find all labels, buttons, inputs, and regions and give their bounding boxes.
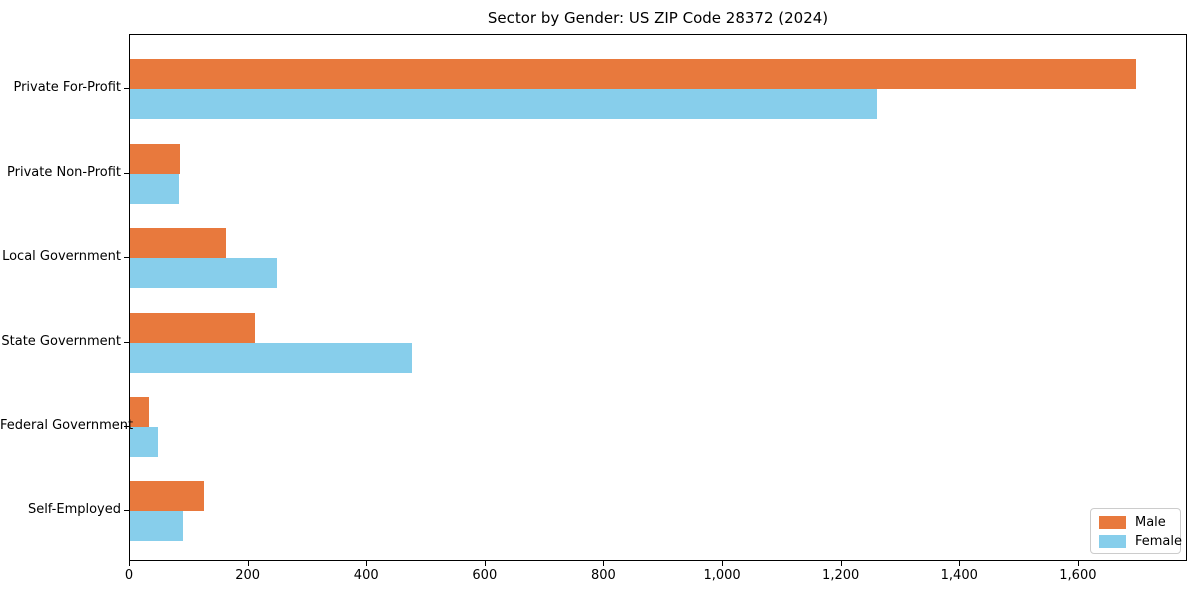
chart-title: Sector by Gender: US ZIP Code 28372 (202… [487,9,829,27]
x-tick-label-0: 0 [124,568,134,583]
legend-swatch-female [1099,535,1126,548]
bar-male-private-for-profit [130,59,1136,90]
bar-female-federal-government [130,427,159,457]
bar-male-private-non-profit [130,143,180,174]
y-tick-label-private-non-profit: Private Non-Profit [7,164,121,180]
legend-swatch-male [1099,516,1126,529]
legend-label-male: Male [1135,515,1166,530]
x-tick-label-200: 200 [235,568,261,583]
legend-label-female: Female [1135,534,1183,549]
x-tick-mark [484,561,486,566]
y-tick-label-federal-government: Federal Government [0,418,134,433]
x-tick-label-600: 600 [472,568,498,583]
x-tick-mark [366,561,368,566]
y-tick-mark [124,172,129,174]
bar-female-private-non-profit [130,173,179,204]
x-tick-label-1-200: 1,200 [822,568,860,583]
y-tick-label-private-for-profit: Private For-Profit [13,80,121,96]
bar-female-self-employed [130,511,183,542]
y-tick-mark [124,510,129,512]
bar-female-local-government [130,258,278,289]
y-tick-label-self-employed: Self-Employed [27,502,121,518]
bar-female-private-for-profit [130,89,877,120]
y-tick-label-state-government: State Government [1,333,121,349]
y-tick-mark [124,88,129,90]
x-tick-mark [722,561,724,566]
y-tick-label-local-government: Local Government [2,249,121,265]
x-tick-mark [247,561,249,566]
x-tick-label-800: 800 [591,568,616,583]
y-tick-mark [124,341,129,343]
bar-male-local-government [130,228,227,259]
x-tick-mark [959,561,961,566]
y-tick-mark [124,257,129,259]
x-tick-mark [603,561,605,566]
x-tick-mark [840,561,842,566]
x-tick-label-1-400: 1,400 [940,568,978,583]
legend: Male Female [1090,508,1183,554]
plot-area [129,34,1187,561]
bar-male-federal-government [130,397,149,427]
bar-female-state-government [130,342,412,373]
x-tick-mark [129,561,130,566]
x-tick-label-400: 400 [353,568,379,583]
bar-male-self-employed [130,481,204,512]
x-tick-label-1-600: 1,600 [1059,568,1097,583]
x-tick-mark [1077,561,1079,566]
legend-entry-female: Female [1099,532,1183,551]
x-tick-label-1-000: 1,000 [703,568,741,583]
legend-entry-male: Male [1099,513,1180,532]
bar-male-state-government [130,312,256,343]
y-tick-mark [124,426,129,427]
